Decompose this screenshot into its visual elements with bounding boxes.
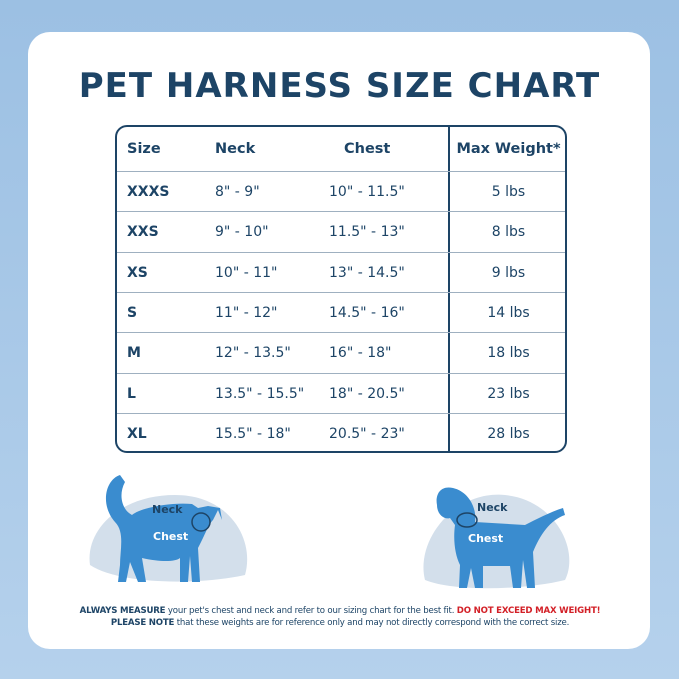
dog-neck-label: Neck — [477, 501, 508, 514]
cell-max-weight: 9 lbs — [491, 264, 526, 281]
table-row: L 13.5" - 15.5" 18" - 20.5" 23 lbs — [117, 372, 565, 414]
cell-max-weight: 5 lbs — [491, 184, 526, 200]
header-max-weight: Max Weight* — [456, 141, 561, 157]
cell-size: L — [127, 385, 136, 402]
dog-diagram — [423, 487, 570, 589]
cell-max-weight: 28 lbs — [487, 425, 530, 442]
size-table: Size Neck Chest Max Weight* XXXS 8" - 9" 10" -… — [115, 125, 567, 453]
cell-chest: 10" - 11.5" — [329, 184, 405, 200]
cell-neck: 13.5" - 15.5" — [215, 385, 305, 402]
cat-chest-label: Chest — [153, 530, 189, 543]
footer-bold-2: PLEASE NOTE — [110, 618, 175, 628]
table-row: XXS 9" - 10" 11.5" - 13" 8 lbs — [117, 211, 565, 252]
cell-neck: 15.5" - 18" — [215, 425, 291, 442]
cat-neck-label: Neck — [152, 503, 183, 516]
footer-text-1: your pet's chest and neck and refer to o… — [165, 606, 457, 616]
cat-diagram — [89, 475, 248, 582]
cell-chest: 11.5" - 13" — [329, 224, 405, 241]
footer-warning: DO NOT EXCEED MAX WEIGHT! — [456, 606, 601, 616]
footer-bold-1: ALWAYS MEASURE — [79, 606, 166, 616]
cell-size: M — [127, 345, 141, 362]
page-title: PET HARNESS SIZE CHART — [78, 66, 601, 106]
table-header: Size Neck Chest Max Weight* — [117, 127, 565, 172]
cell-size: XS — [127, 264, 148, 281]
cell-neck: 8" - 9" — [215, 184, 260, 200]
table-row: S 11" - 12" 14.5" - 16" 14 lbs — [117, 291, 565, 333]
footer-text-2: that these weights are for reference onl… — [174, 618, 570, 628]
dog-chest-label: Chest — [468, 532, 504, 545]
cell-chest: 20.5" - 23" — [329, 425, 405, 442]
table-row: M 12" - 13.5" 16" - 18" 18 lbs — [117, 332, 565, 373]
header-chest: Chest — [344, 141, 391, 157]
cell-size: XL — [127, 425, 147, 442]
cell-max-weight: 14 lbs — [487, 304, 530, 321]
cell-size: XXXS — [127, 184, 170, 200]
cell-size: XXS — [127, 224, 159, 241]
cell-max-weight: 8 lbs — [491, 224, 526, 241]
cell-size: S — [127, 304, 138, 321]
cell-neck: 9" - 10" — [215, 224, 269, 241]
header-neck: Neck — [215, 141, 256, 157]
cell-chest: 18" - 20.5" — [329, 385, 405, 402]
table-row: XXXS 8" - 9" 10" - 11.5" 5 lbs — [117, 171, 565, 212]
cell-neck: 10" - 11" — [215, 264, 278, 281]
footer-note: ALWAYS MEASURE your pet's chest and neck… — [20, 605, 660, 629]
cell-max-weight: 23 lbs — [487, 385, 530, 402]
cell-neck: 12" - 13.5" — [215, 345, 291, 362]
cell-chest: 14.5" - 16" — [329, 304, 405, 321]
column-divider — [448, 127, 450, 451]
cell-chest: 16" - 18" — [329, 345, 392, 362]
cat-silhouette-icon — [105, 475, 222, 582]
cell-max-weight: 18 lbs — [487, 345, 530, 362]
table-row: XL 15.5" - 18" 20.5" - 23" 28 lbs — [117, 412, 565, 451]
cell-neck: 11" - 12" — [215, 304, 278, 321]
header-size: Size — [127, 141, 161, 157]
table-row: XS 10" - 11" 13" - 14.5" 9 lbs — [117, 251, 565, 293]
cell-chest: 13" - 14.5" — [329, 264, 405, 281]
